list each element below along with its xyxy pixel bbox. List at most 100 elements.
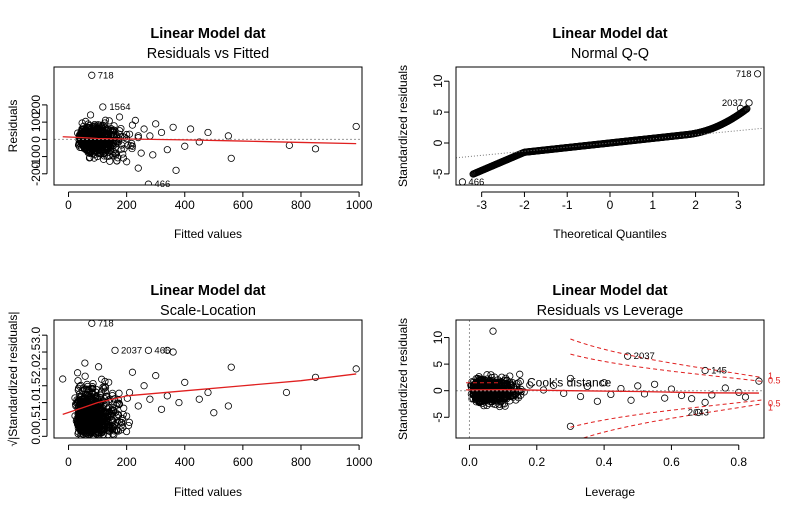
- data-point: [78, 420, 86, 428]
- data-point: [134, 134, 142, 142]
- data-point: [172, 166, 180, 174]
- data-point: [163, 392, 171, 400]
- data-point: [74, 141, 83, 149]
- data-point: [282, 388, 291, 397]
- data-point: [109, 147, 117, 155]
- data-point: [204, 128, 212, 137]
- data-point: [101, 116, 110, 124]
- data-point: [507, 381, 516, 390]
- data-point: [210, 409, 218, 417]
- data-point: [516, 377, 524, 386]
- x-tick-label: 1000: [346, 198, 373, 212]
- data-point: [721, 384, 729, 392]
- data-point: [86, 111, 95, 119]
- data-point: [101, 382, 109, 390]
- x-tick-label: 0.4: [596, 455, 613, 469]
- y-tick-label: 0: [431, 139, 445, 146]
- y-tick-label: 2.5: [29, 343, 43, 360]
- x-tick-label: 800: [291, 198, 311, 212]
- plot-frame: [53, 319, 363, 439]
- data-point: [352, 365, 360, 373]
- data-point: [144, 346, 153, 354]
- data-point: [227, 363, 235, 371]
- smooth-line: [62, 373, 357, 416]
- data-point: [476, 380, 484, 388]
- data-point: [97, 395, 105, 404]
- data-point: [741, 106, 749, 114]
- data-point: [89, 380, 97, 388]
- data-point: [100, 152, 108, 160]
- point-id-label: 1564: [109, 102, 130, 113]
- data-point: [97, 409, 106, 417]
- data-point: [131, 116, 139, 125]
- data-point: [79, 430, 87, 438]
- data-point: [76, 382, 84, 390]
- y-tick-label: 2.0: [29, 360, 43, 377]
- data-point: [85, 416, 93, 424]
- data-point: [125, 418, 133, 426]
- point-id-label: 145: [711, 365, 727, 376]
- data-point: [81, 117, 90, 126]
- data-point: [101, 148, 110, 156]
- plot-subtitle: Scale-Location: [160, 303, 256, 319]
- data-point: [651, 380, 659, 388]
- x-tick-label: 1000: [346, 455, 373, 469]
- data-point: [73, 396, 81, 404]
- data-point: [96, 411, 104, 419]
- x-tick-label: 0: [65, 455, 72, 469]
- data-point: [514, 394, 523, 402]
- data-point: [624, 352, 632, 360]
- data-point: [125, 388, 134, 397]
- x-tick-label: 0.0: [461, 455, 478, 469]
- data-point: [285, 141, 293, 149]
- plot-area: [456, 70, 764, 185]
- data-point: [667, 385, 676, 393]
- data-point: [497, 398, 505, 406]
- data-point: [181, 142, 189, 150]
- data-point: [94, 129, 102, 138]
- data-point: [593, 397, 601, 405]
- data-point: [516, 370, 524, 378]
- y-tick-label: 10: [431, 331, 445, 345]
- data-point: [112, 426, 121, 434]
- data-point: [458, 178, 467, 185]
- y-axis-label: Residuals: [6, 100, 20, 153]
- data-point: [107, 411, 116, 419]
- x-tick-label: 200: [117, 455, 137, 469]
- data-point: [88, 417, 96, 425]
- data-point: [88, 320, 96, 327]
- point-id-label: 718: [98, 70, 114, 81]
- y-tick-label: 5: [431, 108, 445, 115]
- data-point: [352, 122, 360, 131]
- data-point: [114, 154, 122, 162]
- data-point: [607, 390, 615, 399]
- data-point: [79, 384, 87, 392]
- x-axis-label: Fitted values: [174, 227, 242, 241]
- data-point: [115, 113, 124, 121]
- y-axis-label: Standardized residuals: [396, 65, 410, 187]
- data-point: [112, 413, 121, 421]
- point-id-label: 466: [154, 179, 170, 190]
- x-tick-label: 0: [607, 198, 614, 212]
- plot-title: Linear Model dat: [552, 26, 667, 42]
- data-point: [125, 130, 134, 138]
- data-point: [71, 400, 80, 408]
- data-point: [169, 348, 177, 356]
- x-tick-label: 1: [649, 198, 656, 212]
- data-point: [163, 346, 171, 354]
- y-tick-label: 1.0: [29, 394, 43, 411]
- data-point: [115, 400, 124, 408]
- plot-title: Linear Model dat: [552, 283, 667, 299]
- data-point: [503, 380, 511, 389]
- data-point: [140, 125, 148, 133]
- data-point: [701, 398, 709, 406]
- y-axis-label: Standardized residuals: [396, 318, 410, 440]
- data-point: [128, 142, 137, 150]
- data-point: [311, 145, 320, 153]
- x-axis-label: Fitted values: [174, 485, 242, 499]
- data-point: [627, 396, 635, 404]
- data-point: [128, 121, 137, 129]
- data-point: [741, 393, 750, 401]
- y-tick-label: 0: [29, 136, 43, 143]
